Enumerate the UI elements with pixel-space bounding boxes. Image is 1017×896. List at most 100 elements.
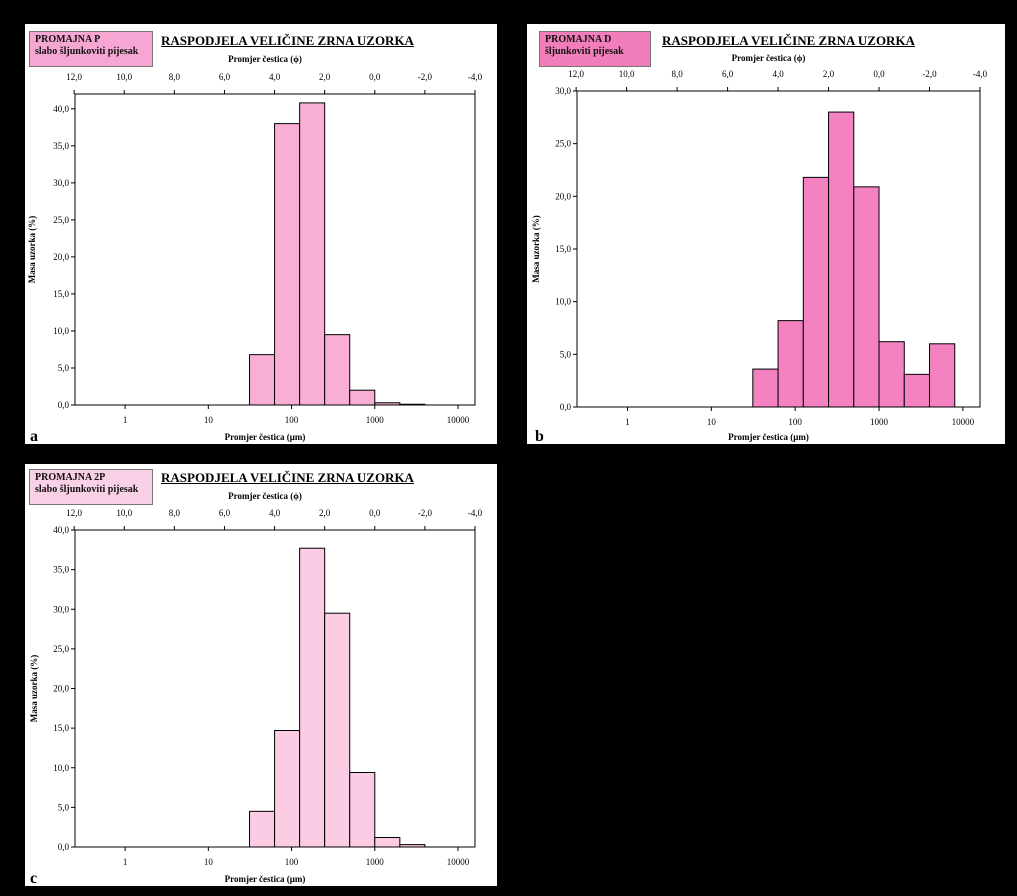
histogram-plot: 0,0 5,0 10,0 15,0 20,0 25,0 30,0 1 10 100 1000 1000… <box>531 53 988 442</box>
y-axis-label: Masa uzorka (%) <box>29 655 39 723</box>
histogram-bar <box>249 810 276 848</box>
phi-tick-label: 8,0 <box>169 508 181 518</box>
chart-panel-a: PROMAJNA P slabo šljunkoviti pijesak RAS… <box>25 24 497 444</box>
histogram-bar <box>802 176 830 408</box>
x-tick-label: 10 <box>204 857 214 867</box>
sample-description: slabo šljunkoviti pijesak <box>35 484 139 495</box>
phi-tick-label: 4,0 <box>772 69 784 79</box>
sample-name: PROMAJNA D <box>545 34 612 45</box>
x-tick-label: 100 <box>285 857 299 867</box>
histogram-bar <box>374 836 401 848</box>
y-tick-label: 0,0 <box>560 402 572 412</box>
y-tick-label: 15,0 <box>53 723 69 733</box>
phi-tick-label: 12,0 <box>66 508 82 518</box>
histogram-bar <box>878 341 905 408</box>
y-tick-label: 10,0 <box>555 297 571 307</box>
chart-title: RASPODJELA VELIČINE ZRNA UZORKA <box>161 33 414 48</box>
y-tick-label: 20,0 <box>53 252 69 262</box>
y-tick-label: 40,0 <box>53 525 69 535</box>
x-tick-label: 1000 <box>366 857 385 867</box>
histogram-bar <box>324 334 351 406</box>
y-axis-label: Masa uzorka (%) <box>531 215 541 283</box>
sample-label-box: PROMAJNA P slabo šljunkoviti pijesak <box>29 31 153 67</box>
phi-tick-label: -4,0 <box>468 508 483 518</box>
sample-label-box: PROMAJNA 2P slabo šljunkoviti pijesak <box>29 469 153 505</box>
x-tick-label: 1 <box>123 415 128 425</box>
histogram-bar <box>853 186 880 408</box>
top-axis-label: Promjer čestica (ϕ) <box>228 54 302 64</box>
y-tick-label: 40,0 <box>53 104 69 114</box>
phi-tick-label: -2,0 <box>922 69 937 79</box>
histogram-bar <box>374 402 401 406</box>
phi-tick-label: 0,0 <box>369 72 381 82</box>
sample-description: šljunkoviti pijesak <box>545 46 624 57</box>
y-axis-label: Masa uzorka (%) <box>27 216 37 284</box>
panel-letter: c <box>30 870 38 887</box>
histogram-bar <box>299 102 326 406</box>
phi-tick-label: 10,0 <box>619 69 635 79</box>
y-tick-label: 20,0 <box>555 191 571 201</box>
top-axis-label: Promjer čestica (ϕ) <box>732 53 806 63</box>
x-tick-label: 1 <box>625 417 630 427</box>
phi-tick-label: -2,0 <box>418 72 433 82</box>
histogram-bar <box>903 373 931 408</box>
x-axis-label: Promjer čestica (μm) <box>225 874 306 884</box>
histogram-bar <box>299 547 326 848</box>
histogram-bar <box>274 123 301 406</box>
y-tick-label: 10,0 <box>53 326 69 336</box>
histogram-bar <box>274 730 301 848</box>
x-axis-label: Promjer čestica (μm) <box>225 432 306 442</box>
histogram-bar <box>324 612 351 848</box>
y-tick-label: 30,0 <box>555 86 571 96</box>
histogram-bar <box>349 389 376 406</box>
histogram-bar <box>399 403 426 406</box>
x-tick-label: 10000 <box>447 857 470 867</box>
phi-tick-label: 8,0 <box>671 69 683 79</box>
phi-tick-label: 2,0 <box>319 508 331 518</box>
x-tick-label: 1000 <box>870 417 889 427</box>
chart-title: RASPODJELA VELIČINE ZRNA UZORKA <box>161 470 414 485</box>
phi-tick-label: 8,0 <box>169 72 181 82</box>
y-tick-label: 30,0 <box>53 178 69 188</box>
phi-tick-label: -4,0 <box>468 72 483 82</box>
y-tick-label: 30,0 <box>53 604 69 614</box>
sample-name: PROMAJNA P <box>35 34 101 45</box>
phi-tick-label: 2,0 <box>319 72 331 82</box>
sample-name: PROMAJNA 2P <box>35 472 106 483</box>
y-tick-label: 0,0 <box>58 400 70 410</box>
y-tick-label: 35,0 <box>53 141 69 151</box>
histogram-plot: 0,0 5,0 10,0 15,0 20,0 25,0 30,0 35,0 40,0 1 10 100… <box>29 491 483 884</box>
y-tick-label: 25,0 <box>53 644 69 654</box>
x-tick-label: 10 <box>204 415 214 425</box>
x-axis-label: Promjer čestica (μm) <box>728 432 809 442</box>
y-tick-label: 10,0 <box>53 763 69 773</box>
chart-panel-b: PROMAJNA D šljunkoviti pijesak RASPODJEL… <box>527 24 1005 444</box>
phi-tick-label: 4,0 <box>269 508 281 518</box>
x-tick-label: 1 <box>123 857 128 867</box>
histogram-bar <box>249 354 276 406</box>
phi-tick-label: -2,0 <box>418 508 433 518</box>
y-tick-label: 5,0 <box>560 349 572 359</box>
x-tick-label: 100 <box>285 415 299 425</box>
histogram-bar <box>752 368 779 408</box>
phi-tick-label: 12,0 <box>568 69 584 79</box>
phi-tick-label: 2,0 <box>823 69 835 79</box>
phi-tick-label: 6,0 <box>722 69 734 79</box>
panel-letter: b <box>535 428 544 445</box>
phi-tick-label: 6,0 <box>219 508 231 518</box>
sample-label-box: PROMAJNA D šljunkoviti pijesak <box>539 31 651 67</box>
y-tick-label: 5,0 <box>58 363 70 373</box>
y-tick-label: 35,0 <box>53 565 69 575</box>
phi-tick-label: -4,0 <box>973 69 988 79</box>
x-tick-label: 100 <box>788 417 802 427</box>
y-tick-label: 25,0 <box>53 215 69 225</box>
histogram-bar <box>399 844 426 848</box>
histogram-plot: 0,0 5,0 10,0 15,0 20,0 25,0 30,0 35,0 40,0 1 10 100… <box>27 54 483 442</box>
y-tick-label: 15,0 <box>53 289 69 299</box>
phi-tick-label: 0,0 <box>369 508 381 518</box>
phi-tick-label: 12,0 <box>66 72 82 82</box>
x-tick-label: 10000 <box>447 415 470 425</box>
y-tick-label: 0,0 <box>58 842 70 852</box>
phi-tick-label: 0,0 <box>873 69 885 79</box>
phi-tick-label: 4,0 <box>269 72 281 82</box>
